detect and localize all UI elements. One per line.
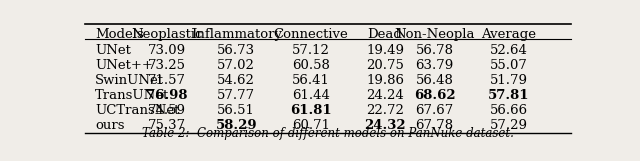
- Text: 73.25: 73.25: [148, 59, 186, 72]
- Text: UNet++: UNet++: [95, 59, 153, 72]
- Text: 76.98: 76.98: [146, 89, 188, 102]
- Text: TransUNet: TransUNet: [95, 89, 169, 102]
- Text: 56.73: 56.73: [217, 44, 255, 57]
- Text: Connective: Connective: [273, 28, 348, 41]
- Text: 73.09: 73.09: [148, 44, 186, 57]
- Text: 19.49: 19.49: [366, 44, 404, 57]
- Text: 61.44: 61.44: [292, 89, 330, 102]
- Text: UNet: UNet: [95, 44, 131, 57]
- Text: 52.64: 52.64: [490, 44, 528, 57]
- Text: 67.78: 67.78: [415, 119, 454, 132]
- Text: 24.32: 24.32: [364, 119, 406, 132]
- Text: 56.66: 56.66: [490, 104, 528, 117]
- Text: Average: Average: [481, 28, 536, 41]
- Text: 51.79: 51.79: [490, 74, 528, 87]
- Text: 56.48: 56.48: [416, 74, 454, 87]
- Text: 68.62: 68.62: [414, 89, 456, 102]
- Text: 55.07: 55.07: [490, 59, 528, 72]
- Text: 74.59: 74.59: [148, 104, 186, 117]
- Text: 63.79: 63.79: [415, 59, 454, 72]
- Text: 19.86: 19.86: [366, 74, 404, 87]
- Text: 71.57: 71.57: [148, 74, 186, 87]
- Text: SwinUNet: SwinUNet: [95, 74, 164, 87]
- Text: 24.24: 24.24: [366, 89, 404, 102]
- Text: Table 2:  Comparison of different models on PanNuke dataset.: Table 2: Comparison of different models …: [142, 127, 514, 140]
- Text: Models: Models: [95, 28, 143, 41]
- Text: 20.75: 20.75: [366, 59, 404, 72]
- Text: 60.71: 60.71: [292, 119, 330, 132]
- Text: 58.29: 58.29: [216, 119, 257, 132]
- Text: 75.37: 75.37: [148, 119, 186, 132]
- Text: 56.51: 56.51: [218, 104, 255, 117]
- Text: 56.78: 56.78: [415, 44, 454, 57]
- Text: Non-Neopla: Non-Neopla: [394, 28, 475, 41]
- Text: UCTransNet: UCTransNet: [95, 104, 179, 117]
- Text: 57.29: 57.29: [490, 119, 528, 132]
- Text: 56.41: 56.41: [292, 74, 330, 87]
- Text: 22.72: 22.72: [366, 104, 404, 117]
- Text: 57.77: 57.77: [217, 89, 255, 102]
- Text: 67.67: 67.67: [415, 104, 454, 117]
- Text: ours: ours: [95, 119, 124, 132]
- Text: 57.12: 57.12: [292, 44, 330, 57]
- Text: 54.62: 54.62: [218, 74, 255, 87]
- Text: 57.02: 57.02: [218, 59, 255, 72]
- Text: 57.81: 57.81: [488, 89, 530, 102]
- Text: 61.81: 61.81: [290, 104, 332, 117]
- Text: Inflammatory: Inflammatory: [191, 28, 282, 41]
- Text: 60.58: 60.58: [292, 59, 330, 72]
- Text: Dead: Dead: [367, 28, 403, 41]
- Text: Neoplastic: Neoplastic: [131, 28, 202, 41]
